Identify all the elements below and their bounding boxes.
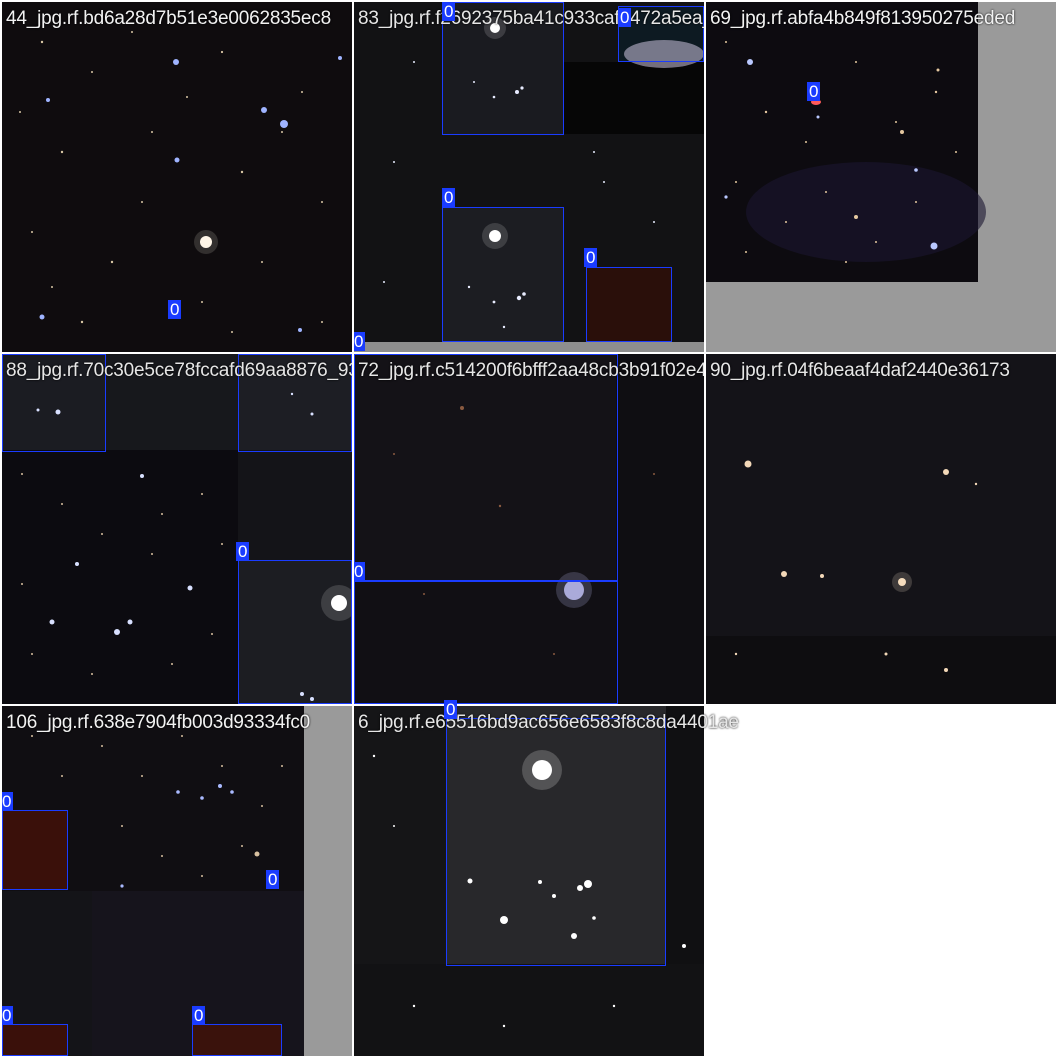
detection-box	[442, 2, 564, 135]
mosaic-tile-2: 83_jpg.rf.f2692375ba41c933caf3472a5ea_39…	[354, 2, 704, 352]
detection-label: 0	[444, 700, 458, 719]
detection-label: 0	[354, 332, 366, 351]
detection-box	[2, 354, 106, 452]
tile-filename: 106_jpg.rf.638e7904fb003d93334fc0	[6, 712, 311, 733]
tile-filename: 69_jpg.rf.abfa4b849f813950275eded	[710, 8, 1016, 29]
detection-box	[354, 354, 618, 582]
detection-label: 0	[192, 1006, 206, 1025]
tile-filename: 72_jpg.rf.c514200f6bfff2aa48cb3b91f02e4b…	[358, 360, 704, 381]
detection-box	[618, 6, 704, 62]
detection-box	[238, 354, 352, 452]
detection-label: 0	[618, 8, 632, 27]
detection-box	[442, 207, 564, 342]
star-field-3	[706, 2, 1056, 352]
mosaic-tile-1: 44_jpg.rf.bd6a28d7b51e3e0062835ec8 0	[2, 2, 352, 352]
detection-label: 0	[266, 870, 280, 889]
detection-label: 0	[442, 188, 456, 207]
detection-box	[354, 580, 618, 704]
mosaic-tile-5: 72_jpg.rf.c514200f6bfff2aa48cb3b91f02e4b…	[354, 354, 704, 704]
tile-filename: 90_jpg.rf.04f6beaaf4daf2440e36173	[710, 360, 1010, 381]
star-field-5	[354, 354, 704, 704]
detection-box	[238, 560, 352, 704]
detection-label: 0	[2, 792, 14, 811]
mosaic-tile-3: 69_jpg.rf.abfa4b849f813950275eded 0	[706, 2, 1056, 352]
detection-label: 0	[442, 2, 456, 21]
star-field-2	[354, 2, 704, 352]
detection-box	[2, 810, 68, 890]
tile-filename: 88_jpg.rf.70c30e5ce78fccafd69aa8876_93d5	[6, 360, 352, 381]
tile-filename: 6_jpg.rf.e65516bd9ac656e6583f8c8da4401ae	[358, 712, 739, 733]
mosaic-tile-6: 90_jpg.rf.04f6beaaf4daf2440e36173	[706, 354, 1056, 704]
star-field-6	[706, 354, 1056, 704]
star-field-7	[2, 706, 352, 1056]
detection-label: 0	[2, 1006, 14, 1025]
detection-label: 0	[354, 562, 366, 581]
tile-filename: 44_jpg.rf.bd6a28d7b51e3e0062835ec8	[6, 8, 331, 29]
star-field-4	[2, 354, 352, 704]
detection-box	[2, 1024, 68, 1056]
star-field-1	[2, 2, 352, 352]
tile-filename: 83_jpg.rf.f2692375ba41c933caf3472a5ea_39…	[358, 8, 704, 29]
mosaic-tile-8: 6_jpg.rf.e65516bd9ac656e6583f8c8da4401ae…	[354, 700, 739, 1056]
detection-box	[586, 267, 672, 342]
detection-label: 0	[584, 248, 598, 267]
detection-label: 0	[236, 542, 250, 561]
detection-label: 0	[807, 82, 821, 101]
star-field-8	[354, 706, 704, 1056]
detection-box	[446, 718, 666, 966]
mosaic-tile-7: 106_jpg.rf.638e7904fb003d93334fc0 0 0 0 …	[2, 706, 352, 1056]
detection-box	[192, 1024, 282, 1056]
detection-label: 0	[168, 300, 182, 319]
mosaic-tile-4: 88_jpg.rf.70c30e5ce78fccafd69aa8876_93d5…	[2, 354, 352, 704]
